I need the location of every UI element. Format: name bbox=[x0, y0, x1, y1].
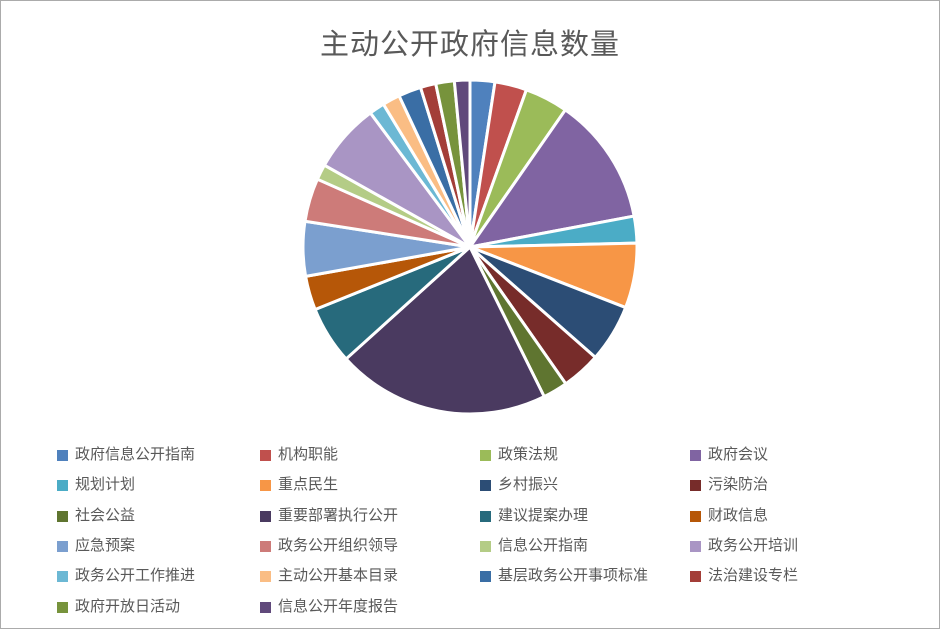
legend-swatch bbox=[690, 571, 701, 582]
legend-label: 主动公开基本目录 bbox=[278, 568, 399, 584]
legend-swatch bbox=[690, 450, 701, 461]
legend-swatch bbox=[480, 571, 491, 582]
legend-item: 财政信息 bbox=[690, 509, 768, 524]
legend-swatch bbox=[57, 541, 68, 552]
legend-swatch bbox=[260, 602, 271, 613]
chart-title: 主动公开政府信息数量 bbox=[319, 29, 620, 61]
legend-item: 重点民生 bbox=[260, 478, 338, 493]
legend-item: 政府信息公开指南 bbox=[57, 448, 195, 463]
legend-swatch bbox=[480, 511, 491, 522]
legend-item: 政务公开组织领导 bbox=[260, 539, 398, 554]
pie-slice bbox=[344, 245, 546, 416]
legend-item: 基层政务公开事项标准 bbox=[480, 569, 648, 584]
legend-swatch bbox=[480, 541, 491, 552]
legend-item: 机构职能 bbox=[260, 448, 338, 463]
legend-swatch bbox=[260, 450, 271, 461]
legend-label: 重点民生 bbox=[278, 477, 339, 493]
legend-label: 社会公益 bbox=[75, 508, 136, 524]
legend-label: 政务公开组织领导 bbox=[278, 538, 399, 554]
legend-item: 乡村振兴 bbox=[480, 478, 558, 493]
legend-item: 政务公开培训 bbox=[690, 539, 798, 554]
legend-label: 污染防治 bbox=[708, 477, 769, 493]
legend-item: 应急预案 bbox=[57, 539, 135, 554]
legend-item: 信息公开指南 bbox=[480, 539, 588, 554]
legend-label: 政府会议 bbox=[708, 447, 769, 463]
legend-label: 规划计划 bbox=[75, 477, 136, 493]
legend-label: 财政信息 bbox=[708, 508, 769, 524]
legend-label: 机构职能 bbox=[278, 447, 339, 463]
legend-label: 基层政务公开事项标准 bbox=[498, 568, 649, 584]
legend-label: 信息公开年度报告 bbox=[278, 599, 399, 615]
legend-swatch bbox=[260, 571, 271, 582]
legend-label: 政府信息公开指南 bbox=[75, 447, 196, 463]
legend-label: 重要部署执行公开 bbox=[278, 508, 399, 524]
pie-slice bbox=[452, 78, 472, 249]
legend-item: 信息公开年度报告 bbox=[260, 600, 398, 615]
legend-swatch bbox=[480, 480, 491, 491]
legend-label: 政府开放日活动 bbox=[75, 599, 181, 615]
legend-item: 社会公益 bbox=[57, 509, 135, 524]
legend-swatch bbox=[57, 602, 68, 613]
pie-chart bbox=[301, 78, 639, 416]
legend-item: 政策法规 bbox=[480, 448, 558, 463]
legend-item: 规划计划 bbox=[57, 478, 135, 493]
legend-label: 应急预案 bbox=[75, 538, 136, 554]
legend-label: 建议提案办理 bbox=[498, 508, 589, 524]
legend-swatch bbox=[690, 480, 701, 491]
legend-label: 政策法规 bbox=[498, 447, 559, 463]
legend-item: 建议提案办理 bbox=[480, 509, 588, 524]
legend-item: 重要部署执行公开 bbox=[260, 509, 398, 524]
legend-label: 信息公开指南 bbox=[498, 538, 589, 554]
legend-swatch bbox=[260, 480, 271, 491]
legend-swatch bbox=[57, 480, 68, 491]
legend-swatch bbox=[57, 450, 68, 461]
legend-label: 乡村振兴 bbox=[498, 477, 559, 493]
legend-item: 法治建设专栏 bbox=[690, 569, 798, 584]
legend-swatch bbox=[57, 571, 68, 582]
legend-swatch bbox=[260, 541, 271, 552]
legend-swatch bbox=[480, 450, 491, 461]
legend-swatch bbox=[690, 511, 701, 522]
legend-swatch bbox=[690, 541, 701, 552]
legend-item: 政务公开工作推进 bbox=[57, 569, 195, 584]
legend-item: 政府会议 bbox=[690, 448, 768, 463]
legend-item: 污染防治 bbox=[690, 478, 768, 493]
legend-label: 政务公开工作推进 bbox=[75, 568, 196, 584]
legend-label: 政务公开培训 bbox=[708, 538, 799, 554]
legend-swatch bbox=[260, 511, 271, 522]
legend-swatch bbox=[57, 511, 68, 522]
legend-item: 政府开放日活动 bbox=[57, 600, 180, 615]
legend-item: 主动公开基本目录 bbox=[260, 569, 398, 584]
pie-slice bbox=[468, 108, 636, 249]
legend-label: 法治建设专栏 bbox=[708, 568, 799, 584]
